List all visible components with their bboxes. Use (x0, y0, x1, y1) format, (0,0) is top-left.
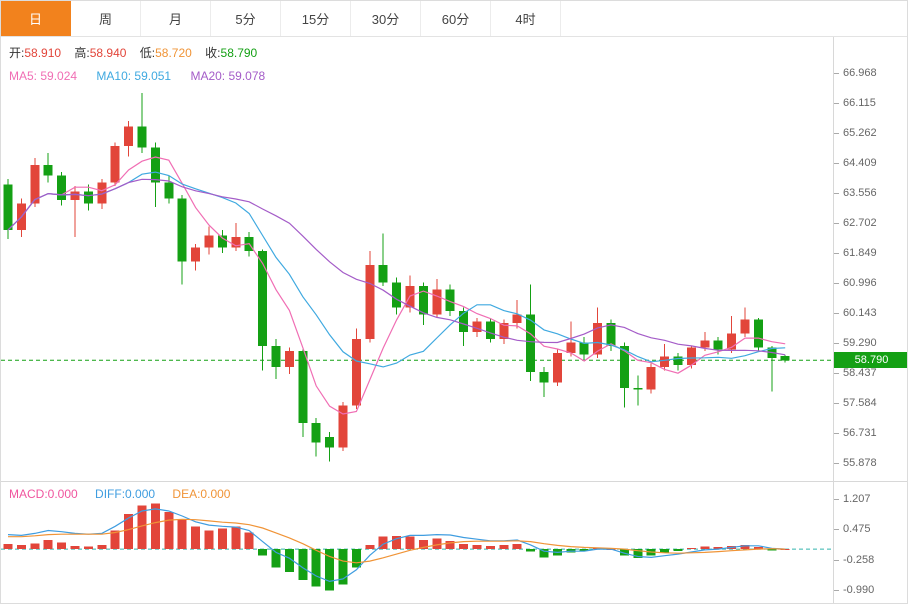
diff-line (7, 508, 786, 583)
tab-week[interactable]: 周 (71, 1, 141, 36)
price-axis-label: 66.968 (843, 67, 877, 80)
close-pair: 收:58.790 (205, 46, 257, 60)
tab-60min[interactable]: 60分 (421, 1, 491, 36)
ma20-line (7, 178, 786, 356)
axis-tick (834, 193, 839, 194)
axis-tick (834, 559, 839, 561)
axis-tick (834, 590, 839, 592)
diff-value: DIFF:0.000 (95, 487, 156, 501)
axis-tick (834, 223, 839, 224)
price-axis-label: 62.702 (843, 217, 877, 229)
price-axis-label: 55.878 (843, 456, 877, 469)
price-axis-label: 60.996 (843, 276, 877, 289)
price-axis-label: 59.290 (843, 336, 877, 349)
axis-tick (834, 402, 839, 404)
axis-tick (834, 462, 839, 464)
axis-tick (834, 163, 839, 164)
ma5-line (7, 156, 786, 415)
high-label: 高: (74, 46, 90, 60)
open-label: 开: (9, 46, 25, 60)
ma20-value: MA20: 59.078 (190, 69, 266, 83)
axis-tick (834, 312, 839, 314)
dea-value: DEA:0.000 (172, 487, 231, 501)
price-axis-label: 64.409 (843, 157, 877, 169)
close-value: 58.790 (220, 46, 258, 60)
macd-info-bar: MACD:0.000 DIFF:0.000 DEA:0.000 (9, 487, 230, 501)
tab-month[interactable]: 月 (141, 1, 211, 36)
macd-axis-label: -0.258 (843, 553, 875, 566)
panel-divider (1, 481, 907, 482)
ma-values-line: MA5: 59.024 MA10: 59.051 MA20: 59.078 (9, 69, 267, 83)
timeframe-tabbar: 日 周 月 5分 15分 30分 60分 4时 (1, 1, 907, 37)
current-price-tag: 58.790 (834, 352, 907, 369)
main-chart-canvas[interactable] (1, 37, 833, 481)
open-value: 58.910 (24, 46, 62, 60)
macd-axis-label: 0.475 (843, 523, 871, 536)
low-pair: 低:58.720 (140, 46, 192, 60)
ma5-value: MA5: 59.024 (9, 69, 78, 83)
macd-axis-label: 1.207 (843, 493, 871, 506)
price-axis-label: 58.437 (843, 366, 877, 379)
macd-axis-label: -0.990 (843, 584, 875, 597)
low-label: 低: (139, 46, 156, 60)
axis-tick (834, 252, 839, 254)
ohlc-info-bar: 开:58.910 高:58.940 低:58.720 收:58.790 MA5:… (9, 44, 267, 83)
axis-tick (834, 73, 839, 75)
high-pair: 高:58.940 (74, 46, 126, 60)
macd-value: MACD:0.000 (9, 487, 78, 501)
tab-15min[interactable]: 15分 (281, 1, 351, 36)
axis-tick (834, 282, 839, 284)
price-axis-label: 63.556 (843, 187, 877, 199)
axis-divider (833, 37, 834, 603)
tab-day[interactable]: 日 (1, 1, 71, 36)
high-value: 58.940 (89, 46, 127, 60)
dea-line (8, 518, 786, 564)
open-pair: 开:58.910 (9, 46, 61, 60)
ma10-value: MA10: 59.051 (96, 69, 172, 83)
tab-30min[interactable]: 30分 (351, 1, 421, 36)
price-axis-label: 65.262 (843, 127, 877, 140)
candles-layer (3, 93, 790, 462)
axis-tick (834, 103, 839, 105)
macd-histogram (3, 503, 790, 591)
tab-5min[interactable]: 5分 (211, 1, 281, 36)
price-axis-label: 57.584 (843, 396, 877, 409)
close-label: 收: (205, 46, 221, 60)
price-axis-label: 56.731 (843, 426, 877, 439)
axis-tick (834, 432, 839, 434)
low-value: 58.720 (155, 46, 192, 60)
ma10-line (7, 171, 786, 368)
ohlc-values-line: 开:58.910 高:58.940 低:58.720 收:58.790 (9, 44, 267, 61)
chart-area: 开:58.910 高:58.940 低:58.720 收:58.790 MA5:… (1, 37, 907, 604)
price-axis-label: 60.143 (843, 306, 877, 319)
macd-chart-canvas[interactable] (1, 482, 833, 604)
axis-tick (834, 342, 839, 344)
axis-tick (834, 133, 839, 135)
axis-tick (834, 529, 839, 531)
tab-4hour[interactable]: 4时 (491, 1, 561, 36)
axis-tick (834, 499, 839, 501)
axis-tick (834, 372, 839, 374)
price-axis-label: 61.849 (843, 246, 877, 259)
price-axis-label: 66.115 (843, 97, 876, 110)
